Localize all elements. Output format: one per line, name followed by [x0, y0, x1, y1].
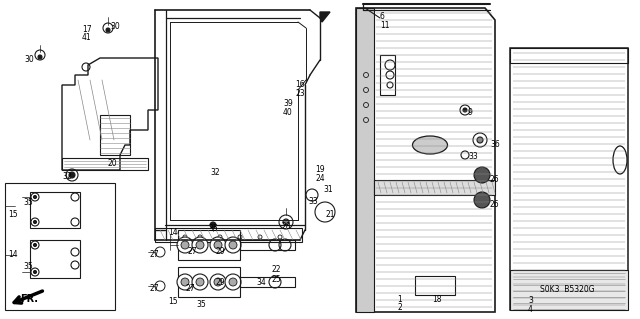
- Text: 27: 27: [185, 284, 195, 293]
- Circle shape: [31, 218, 39, 226]
- Circle shape: [463, 108, 467, 112]
- Circle shape: [33, 271, 36, 273]
- Text: 19: 19: [315, 165, 324, 174]
- Circle shape: [106, 28, 110, 32]
- Text: 32: 32: [62, 172, 72, 181]
- Circle shape: [225, 237, 241, 253]
- Polygon shape: [374, 180, 495, 195]
- Text: 36: 36: [490, 140, 500, 149]
- Circle shape: [177, 237, 193, 253]
- Circle shape: [210, 274, 226, 290]
- Circle shape: [283, 219, 289, 225]
- Text: 29: 29: [215, 278, 225, 287]
- Circle shape: [38, 55, 42, 59]
- Circle shape: [177, 274, 193, 290]
- Text: 24: 24: [315, 174, 324, 183]
- Circle shape: [181, 278, 189, 286]
- Circle shape: [386, 71, 394, 79]
- Text: 2: 2: [397, 303, 402, 312]
- Text: 15: 15: [8, 210, 18, 219]
- Circle shape: [71, 193, 79, 201]
- Circle shape: [155, 281, 165, 291]
- Text: 15: 15: [168, 297, 178, 306]
- Text: 27: 27: [149, 284, 159, 293]
- Circle shape: [214, 278, 222, 286]
- Circle shape: [229, 241, 237, 249]
- Circle shape: [33, 196, 36, 198]
- Polygon shape: [356, 8, 374, 312]
- Text: 22: 22: [272, 265, 282, 274]
- Circle shape: [71, 261, 79, 269]
- Text: 29: 29: [215, 247, 225, 256]
- Text: 33: 33: [468, 152, 477, 161]
- Text: 18: 18: [432, 295, 442, 304]
- Text: 25: 25: [272, 275, 282, 284]
- Text: 28: 28: [282, 222, 291, 231]
- Circle shape: [196, 278, 204, 286]
- Polygon shape: [510, 270, 628, 310]
- Circle shape: [279, 215, 293, 229]
- Circle shape: [71, 218, 79, 226]
- Ellipse shape: [413, 136, 447, 154]
- Circle shape: [31, 268, 39, 276]
- Circle shape: [387, 82, 393, 88]
- Circle shape: [181, 241, 189, 249]
- Circle shape: [474, 192, 490, 208]
- Text: 32: 32: [210, 168, 220, 177]
- Text: 30: 30: [24, 55, 34, 64]
- Circle shape: [229, 278, 237, 286]
- Circle shape: [225, 274, 241, 290]
- Text: FR.: FR.: [20, 294, 38, 304]
- Circle shape: [192, 274, 208, 290]
- Text: 1: 1: [397, 295, 402, 304]
- Text: 11: 11: [380, 21, 390, 30]
- Text: 3: 3: [528, 296, 533, 305]
- Circle shape: [385, 60, 395, 70]
- Text: 30: 30: [110, 22, 120, 31]
- Text: 27: 27: [149, 250, 159, 259]
- Text: 9: 9: [468, 108, 473, 117]
- Circle shape: [210, 222, 216, 228]
- Text: 14: 14: [168, 228, 178, 237]
- Circle shape: [69, 172, 75, 178]
- Text: 33: 33: [308, 197, 317, 206]
- Circle shape: [214, 241, 222, 249]
- Text: 40: 40: [283, 108, 292, 117]
- Text: 26: 26: [490, 200, 500, 209]
- Text: 4: 4: [528, 305, 533, 314]
- Circle shape: [31, 193, 39, 201]
- Text: 34: 34: [256, 278, 266, 287]
- Text: 39: 39: [283, 99, 292, 108]
- Circle shape: [192, 237, 208, 253]
- Text: 35: 35: [23, 198, 33, 207]
- Text: 35: 35: [196, 300, 205, 309]
- Circle shape: [71, 248, 79, 256]
- Text: 31: 31: [323, 185, 333, 194]
- Text: 23: 23: [295, 89, 305, 98]
- Text: S0K3  B5320G: S0K3 B5320G: [540, 285, 595, 294]
- Circle shape: [33, 243, 36, 247]
- Text: 16: 16: [295, 80, 305, 89]
- Text: 17: 17: [82, 25, 92, 34]
- Text: 35: 35: [208, 224, 218, 233]
- Text: 6: 6: [380, 12, 385, 21]
- Circle shape: [474, 167, 490, 183]
- Text: 27: 27: [188, 247, 198, 256]
- Circle shape: [33, 220, 36, 224]
- Polygon shape: [320, 12, 330, 22]
- Text: 21: 21: [325, 210, 335, 219]
- Text: 26: 26: [490, 175, 500, 184]
- Text: 20: 20: [108, 159, 118, 168]
- Circle shape: [210, 237, 226, 253]
- Text: 35: 35: [23, 262, 33, 271]
- Text: 41: 41: [82, 33, 92, 42]
- Circle shape: [155, 247, 165, 257]
- Circle shape: [31, 241, 39, 249]
- Circle shape: [196, 241, 204, 249]
- Text: 14: 14: [8, 250, 18, 259]
- Circle shape: [477, 137, 483, 143]
